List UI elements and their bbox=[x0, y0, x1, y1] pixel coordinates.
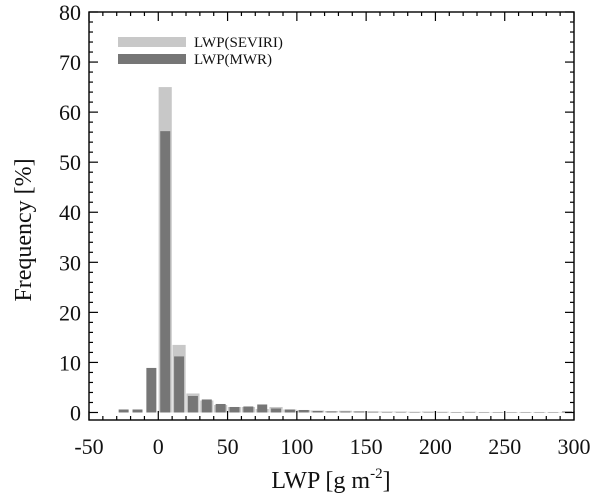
x-axis-title: LWP [g m-2] bbox=[271, 466, 390, 494]
y-tick-label: 40 bbox=[59, 200, 81, 225]
bar-lwp-mwr bbox=[478, 411, 489, 413]
bar-lwp-mwr bbox=[354, 411, 365, 413]
bar-lwp-mwr bbox=[146, 367, 157, 413]
bar-lwp-mwr bbox=[201, 399, 212, 413]
bar-lwp-mwr bbox=[368, 411, 379, 413]
bar-lwp-mwr bbox=[174, 356, 185, 413]
bar-lwp-mwr bbox=[423, 411, 434, 413]
y-tick-label: 20 bbox=[59, 300, 81, 325]
x-axis-title-superscript: -2 bbox=[370, 466, 383, 482]
bar-lwp-mwr bbox=[520, 411, 531, 413]
y-tick-label: 70 bbox=[59, 50, 81, 75]
y-axis-title: Frequency [%] bbox=[11, 158, 37, 301]
plot-frame bbox=[88, 11, 575, 421]
bar-lwp-mwr bbox=[215, 403, 226, 413]
legend-swatch-lwp-mwr bbox=[118, 54, 186, 64]
y-tick-label: 0 bbox=[70, 400, 81, 425]
bar-lwp-mwr bbox=[160, 131, 171, 413]
axes-layer: -50 0 50 100 150 200 250 300 0 10 20 30 40 50 60 70 80 bbox=[59, 0, 591, 459]
y-tick-label: 30 bbox=[59, 250, 81, 275]
legend-swatch-lwp-seviri bbox=[118, 37, 186, 47]
bar-layer bbox=[118, 87, 574, 413]
bar-lwp-mwr bbox=[326, 411, 337, 413]
legend: LWP(SEVIRI)LWP(MWR) bbox=[118, 35, 283, 68]
bar-lwp-mwr bbox=[298, 409, 309, 413]
bar-lwp-mwr bbox=[243, 406, 254, 413]
bar-lwp-mwr bbox=[409, 411, 420, 413]
x-tick-label: 300 bbox=[558, 434, 591, 459]
bar-lwp-mwr bbox=[284, 409, 295, 413]
bar-lwp-mwr bbox=[465, 411, 476, 413]
y-tick-label: 80 bbox=[59, 0, 81, 25]
y-tick-label: 60 bbox=[59, 100, 81, 125]
x-tick-label: 250 bbox=[488, 434, 521, 459]
x-tick-label: 0 bbox=[153, 434, 164, 459]
x-axis-title-end: ] bbox=[383, 468, 391, 494]
legend-label-lwp-seviri: LWP(SEVIRI) bbox=[194, 35, 283, 51]
bar-lwp-mwr bbox=[437, 411, 448, 413]
x-tick-label: 50 bbox=[217, 434, 239, 459]
bar-lwp-mwr bbox=[271, 408, 282, 413]
bar-lwp-mwr bbox=[257, 404, 268, 413]
x-tick-label: -50 bbox=[74, 434, 103, 459]
bar-lwp-mwr bbox=[395, 411, 406, 413]
bar-lwp-mwr bbox=[506, 411, 517, 413]
bar-lwp-mwr bbox=[451, 411, 462, 413]
bar-lwp-mwr bbox=[229, 406, 240, 413]
bar-lwp-mwr bbox=[312, 410, 323, 413]
x-tick-label: 200 bbox=[419, 434, 452, 459]
legend-label-lwp-mwr: LWP(MWR) bbox=[194, 52, 272, 68]
bar-lwp-mwr bbox=[492, 411, 503, 413]
y-tick-label: 50 bbox=[59, 150, 81, 175]
bar-lwp-mwr bbox=[132, 409, 143, 413]
bar-lwp-mwr bbox=[381, 411, 392, 413]
bar-lwp-mwr bbox=[340, 411, 351, 413]
x-tick-label: 100 bbox=[280, 434, 313, 459]
bar-lwp-mwr bbox=[548, 411, 559, 413]
y-tick-label: 10 bbox=[59, 350, 81, 375]
bar-lwp-mwr bbox=[534, 411, 545, 413]
bar-lwp-mwr bbox=[118, 409, 129, 413]
bar-lwp-mwr bbox=[187, 395, 198, 413]
x-axis-title-main: LWP [g m bbox=[271, 468, 370, 494]
x-tick-label: 150 bbox=[350, 434, 383, 459]
